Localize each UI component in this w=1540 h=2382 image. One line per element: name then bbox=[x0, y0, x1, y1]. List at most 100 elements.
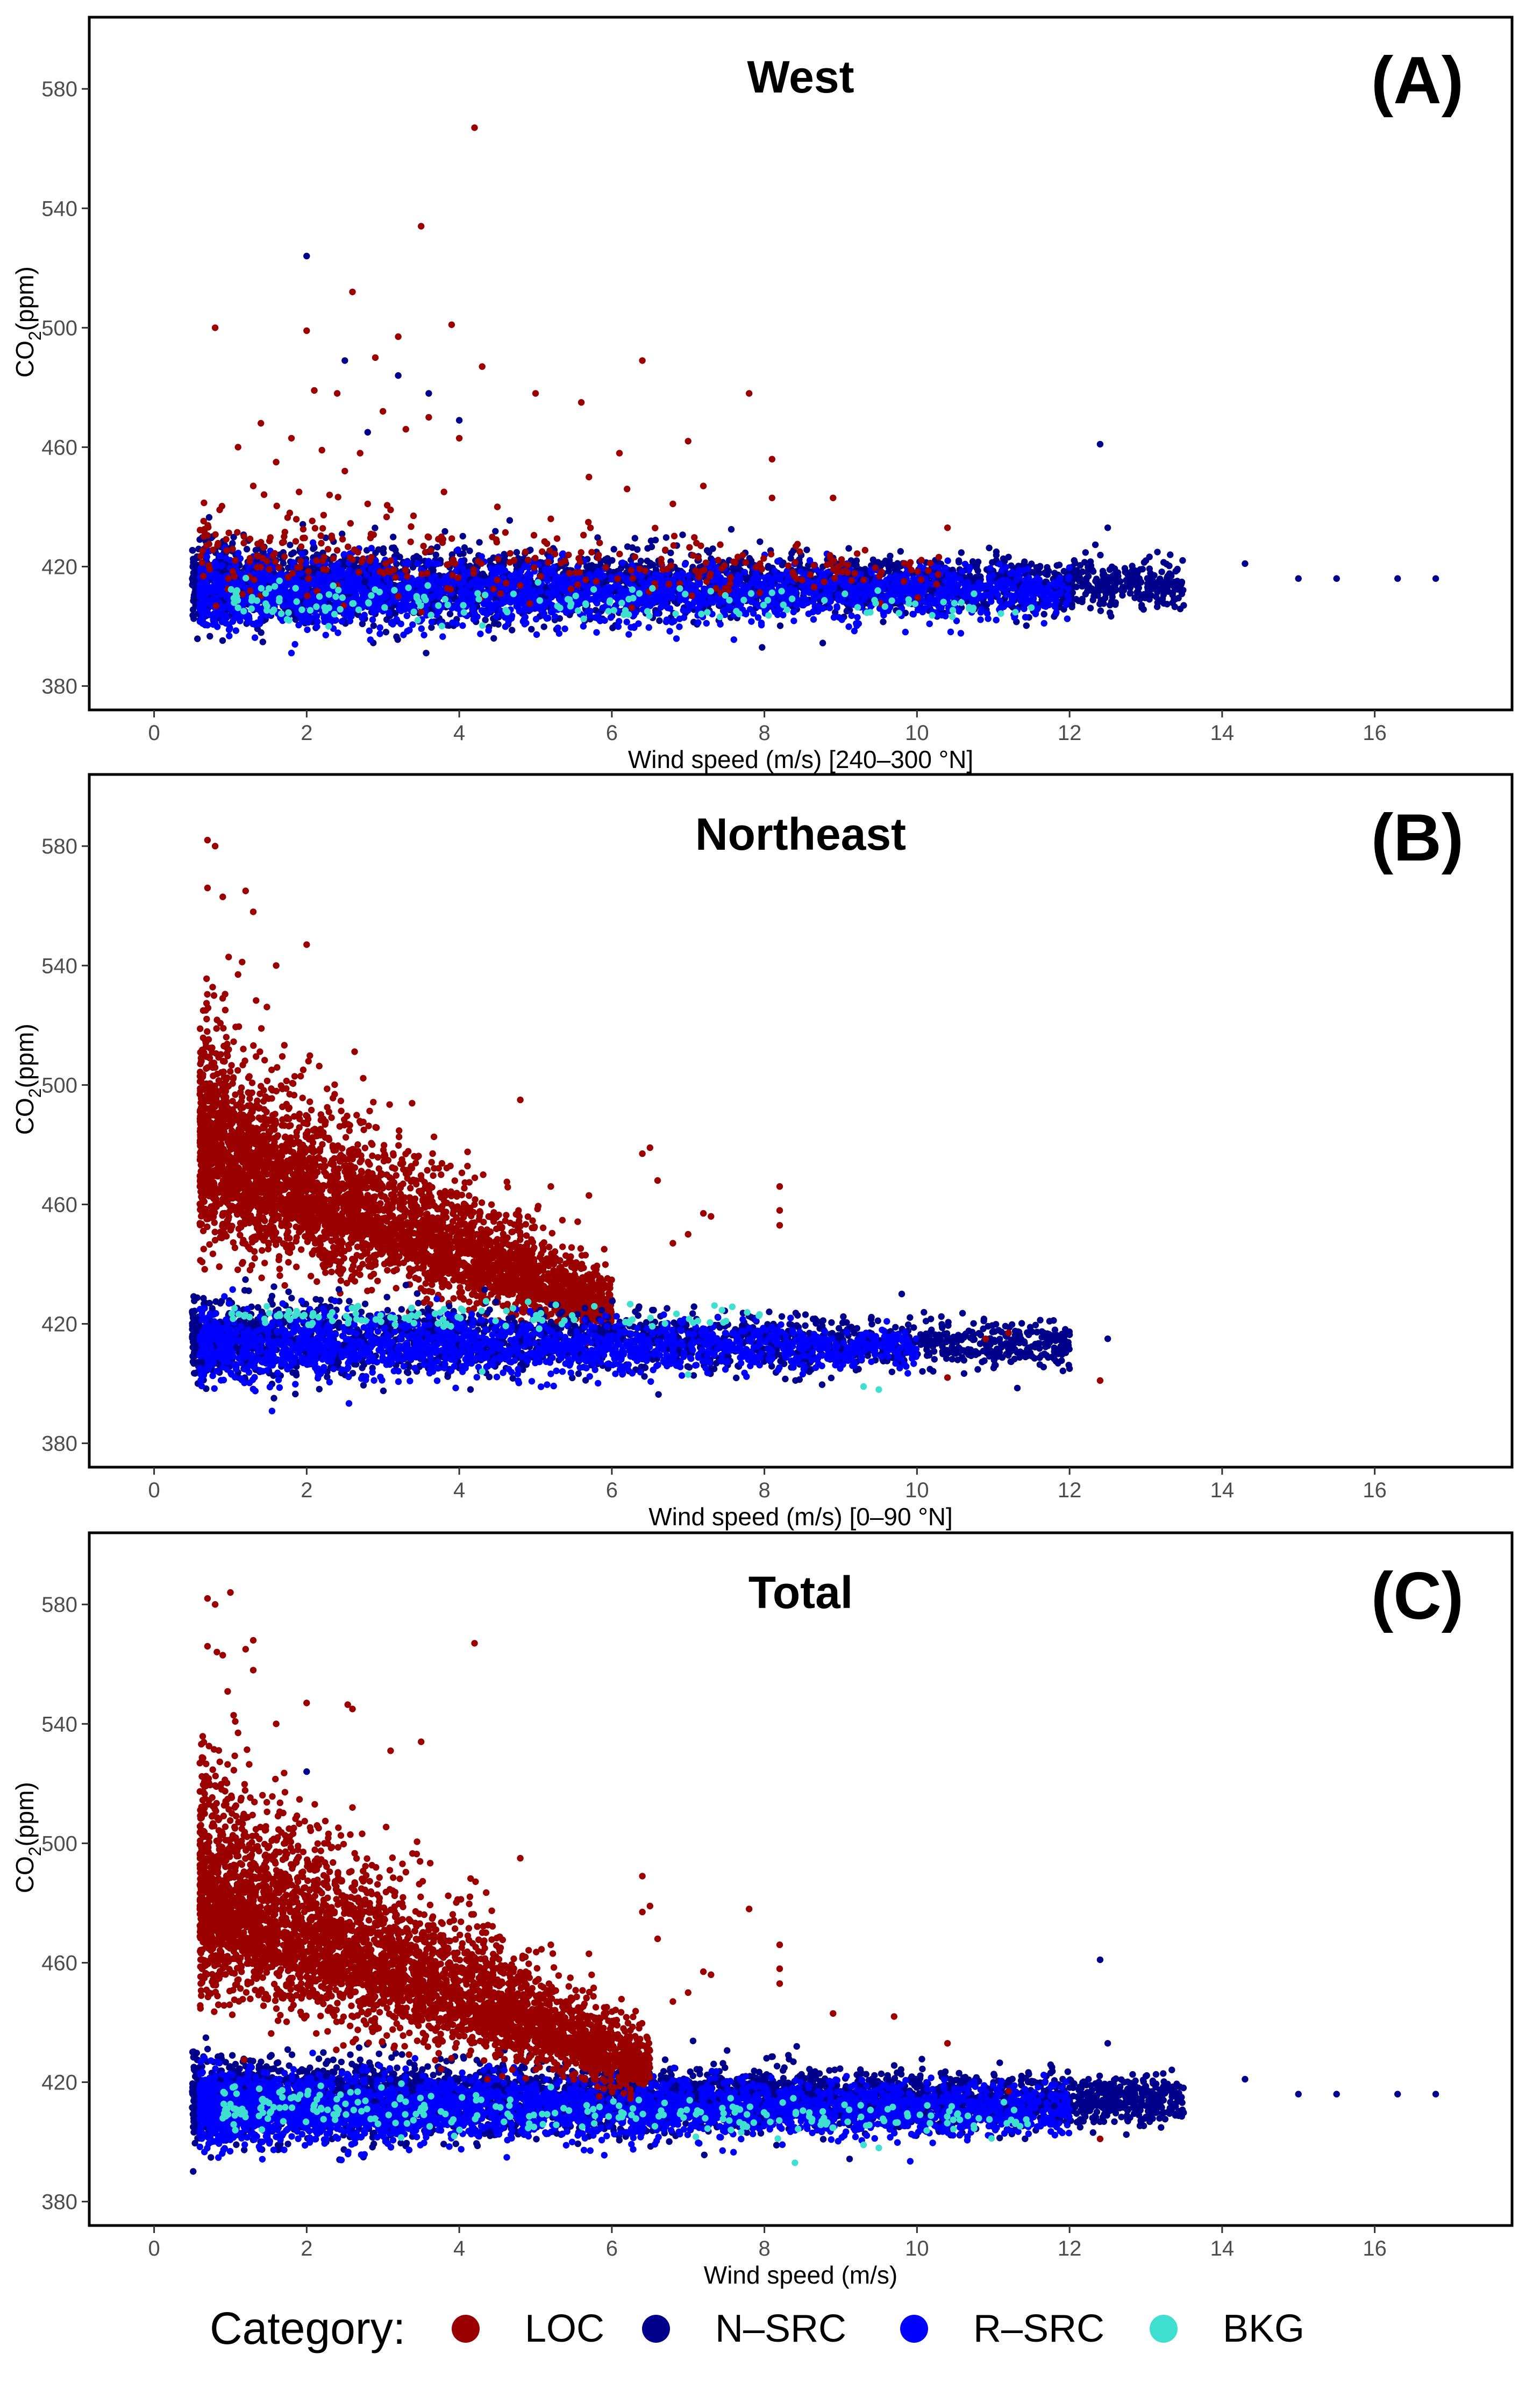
data-point bbox=[1102, 591, 1109, 598]
data-point bbox=[985, 615, 992, 622]
data-point bbox=[206, 632, 213, 640]
data-point bbox=[615, 623, 622, 630]
data-point bbox=[434, 544, 441, 551]
data-point bbox=[653, 573, 661, 581]
data-point bbox=[472, 612, 479, 618]
data-point bbox=[961, 560, 969, 568]
data-point bbox=[1097, 607, 1104, 614]
data-point bbox=[280, 602, 287, 609]
data-point bbox=[1154, 599, 1161, 606]
data-point bbox=[1050, 580, 1058, 587]
data-point bbox=[660, 600, 668, 607]
data-point bbox=[425, 558, 432, 565]
data-point bbox=[1023, 622, 1030, 629]
data-point bbox=[359, 620, 366, 628]
data-point bbox=[326, 612, 333, 619]
data-point bbox=[363, 572, 370, 579]
data-point bbox=[1053, 609, 1060, 616]
data-point bbox=[568, 579, 575, 586]
data-point bbox=[854, 614, 861, 621]
data-point bbox=[790, 617, 797, 624]
data-point bbox=[1129, 563, 1136, 570]
data-point bbox=[604, 555, 611, 562]
data-point bbox=[793, 602, 800, 609]
data-point bbox=[1154, 549, 1161, 556]
data-point bbox=[610, 546, 617, 553]
data-point bbox=[304, 626, 311, 634]
data-point bbox=[428, 624, 435, 631]
data-point bbox=[1106, 609, 1114, 616]
data-point bbox=[810, 616, 817, 623]
data-point bbox=[975, 579, 982, 587]
data-point bbox=[730, 636, 738, 643]
data-point bbox=[189, 547, 196, 554]
data-point bbox=[446, 610, 454, 617]
data-point bbox=[189, 575, 196, 582]
data-point bbox=[1022, 614, 1029, 621]
data-point bbox=[333, 574, 340, 581]
data-point bbox=[754, 614, 762, 621]
data-point bbox=[845, 545, 852, 552]
data-point bbox=[800, 589, 808, 596]
data-point bbox=[889, 561, 897, 569]
data-point bbox=[1104, 579, 1111, 587]
data-point bbox=[897, 547, 904, 555]
data-point bbox=[996, 598, 1003, 605]
data-point bbox=[765, 563, 772, 570]
data-point bbox=[355, 597, 362, 605]
data-point bbox=[648, 543, 655, 550]
data-point bbox=[843, 608, 851, 615]
data-point bbox=[1121, 565, 1129, 572]
data-point bbox=[1068, 603, 1075, 610]
data-point bbox=[1146, 596, 1153, 603]
data-point bbox=[707, 599, 714, 606]
data-point bbox=[189, 612, 196, 619]
data-point bbox=[252, 546, 259, 554]
data-point bbox=[1085, 582, 1093, 589]
data-point bbox=[945, 571, 952, 579]
data-point bbox=[607, 614, 615, 621]
data-point bbox=[372, 549, 379, 557]
data-point bbox=[1083, 575, 1090, 582]
data-point bbox=[418, 625, 425, 632]
data-point bbox=[432, 551, 439, 558]
data-point bbox=[1041, 570, 1049, 577]
data-point bbox=[882, 557, 889, 565]
data-point bbox=[226, 632, 233, 639]
data-point bbox=[368, 545, 375, 552]
data-point bbox=[755, 602, 762, 609]
data-point bbox=[1117, 578, 1124, 585]
data-point bbox=[1179, 557, 1186, 564]
data-point bbox=[631, 623, 638, 630]
data-point bbox=[703, 620, 710, 627]
data-point bbox=[1100, 600, 1107, 607]
data-point bbox=[681, 561, 689, 568]
data-point bbox=[1169, 589, 1177, 596]
data-point bbox=[506, 517, 514, 524]
data-point bbox=[380, 545, 387, 552]
data-point bbox=[880, 618, 887, 625]
data-point bbox=[1161, 585, 1168, 592]
data-point bbox=[787, 555, 794, 562]
data-point bbox=[806, 557, 814, 564]
data-point bbox=[958, 549, 965, 556]
data-point bbox=[1131, 569, 1138, 576]
data-point bbox=[987, 565, 994, 572]
data-point bbox=[701, 585, 708, 593]
data-point bbox=[853, 557, 860, 564]
data-point bbox=[1071, 557, 1078, 564]
data-point bbox=[1000, 555, 1007, 563]
data-point bbox=[1158, 568, 1165, 575]
data-point bbox=[758, 620, 765, 627]
data-point bbox=[501, 551, 508, 558]
data-point bbox=[314, 618, 321, 625]
data-point bbox=[809, 598, 817, 605]
data-point bbox=[719, 607, 727, 615]
data-point bbox=[473, 582, 481, 590]
data-point bbox=[194, 635, 201, 642]
data-point bbox=[1082, 549, 1089, 556]
data-point bbox=[788, 550, 795, 557]
data-point bbox=[457, 581, 464, 589]
data-point bbox=[1180, 602, 1187, 609]
data-point bbox=[485, 627, 492, 634]
